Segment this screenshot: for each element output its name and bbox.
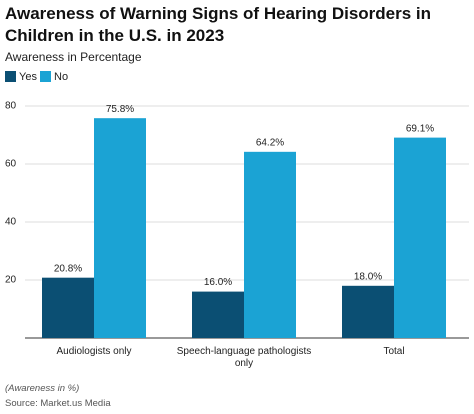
bar (94, 118, 146, 339)
legend-swatch (40, 71, 51, 82)
y-tick-label: 40 (5, 217, 17, 228)
bar (244, 151, 296, 338)
data-label: 64.2% (256, 137, 284, 148)
legend-swatch (5, 71, 16, 82)
subtitle: Awareness in Percentage (5, 50, 142, 64)
chart-title: Awareness of Warning Signs of Hearing Di… (5, 4, 432, 45)
bar (342, 285, 394, 338)
legend-label: Yes (19, 71, 37, 83)
y-tick-label: 80 (5, 101, 17, 112)
x-tick-label: Audiologists only (56, 346, 132, 357)
y-tick-label: 60 (5, 159, 17, 170)
bar (394, 137, 446, 338)
legend-label: No (54, 71, 68, 83)
bar (192, 291, 244, 338)
x-tick-label: Total (383, 346, 405, 357)
data-label: 18.0% (354, 271, 382, 282)
data-label: 75.8% (106, 104, 134, 115)
y-tick-label: 20 (5, 275, 17, 286)
footnote: (Awareness in %) (5, 383, 80, 394)
data-label: 16.0% (204, 277, 232, 288)
source: Source: Market.us Media (5, 398, 111, 409)
x-tick-label: Speech-language pathologists only (176, 346, 312, 369)
data-label: 69.1% (406, 123, 434, 134)
data-label: 20.8% (54, 263, 82, 274)
bar (42, 277, 94, 338)
